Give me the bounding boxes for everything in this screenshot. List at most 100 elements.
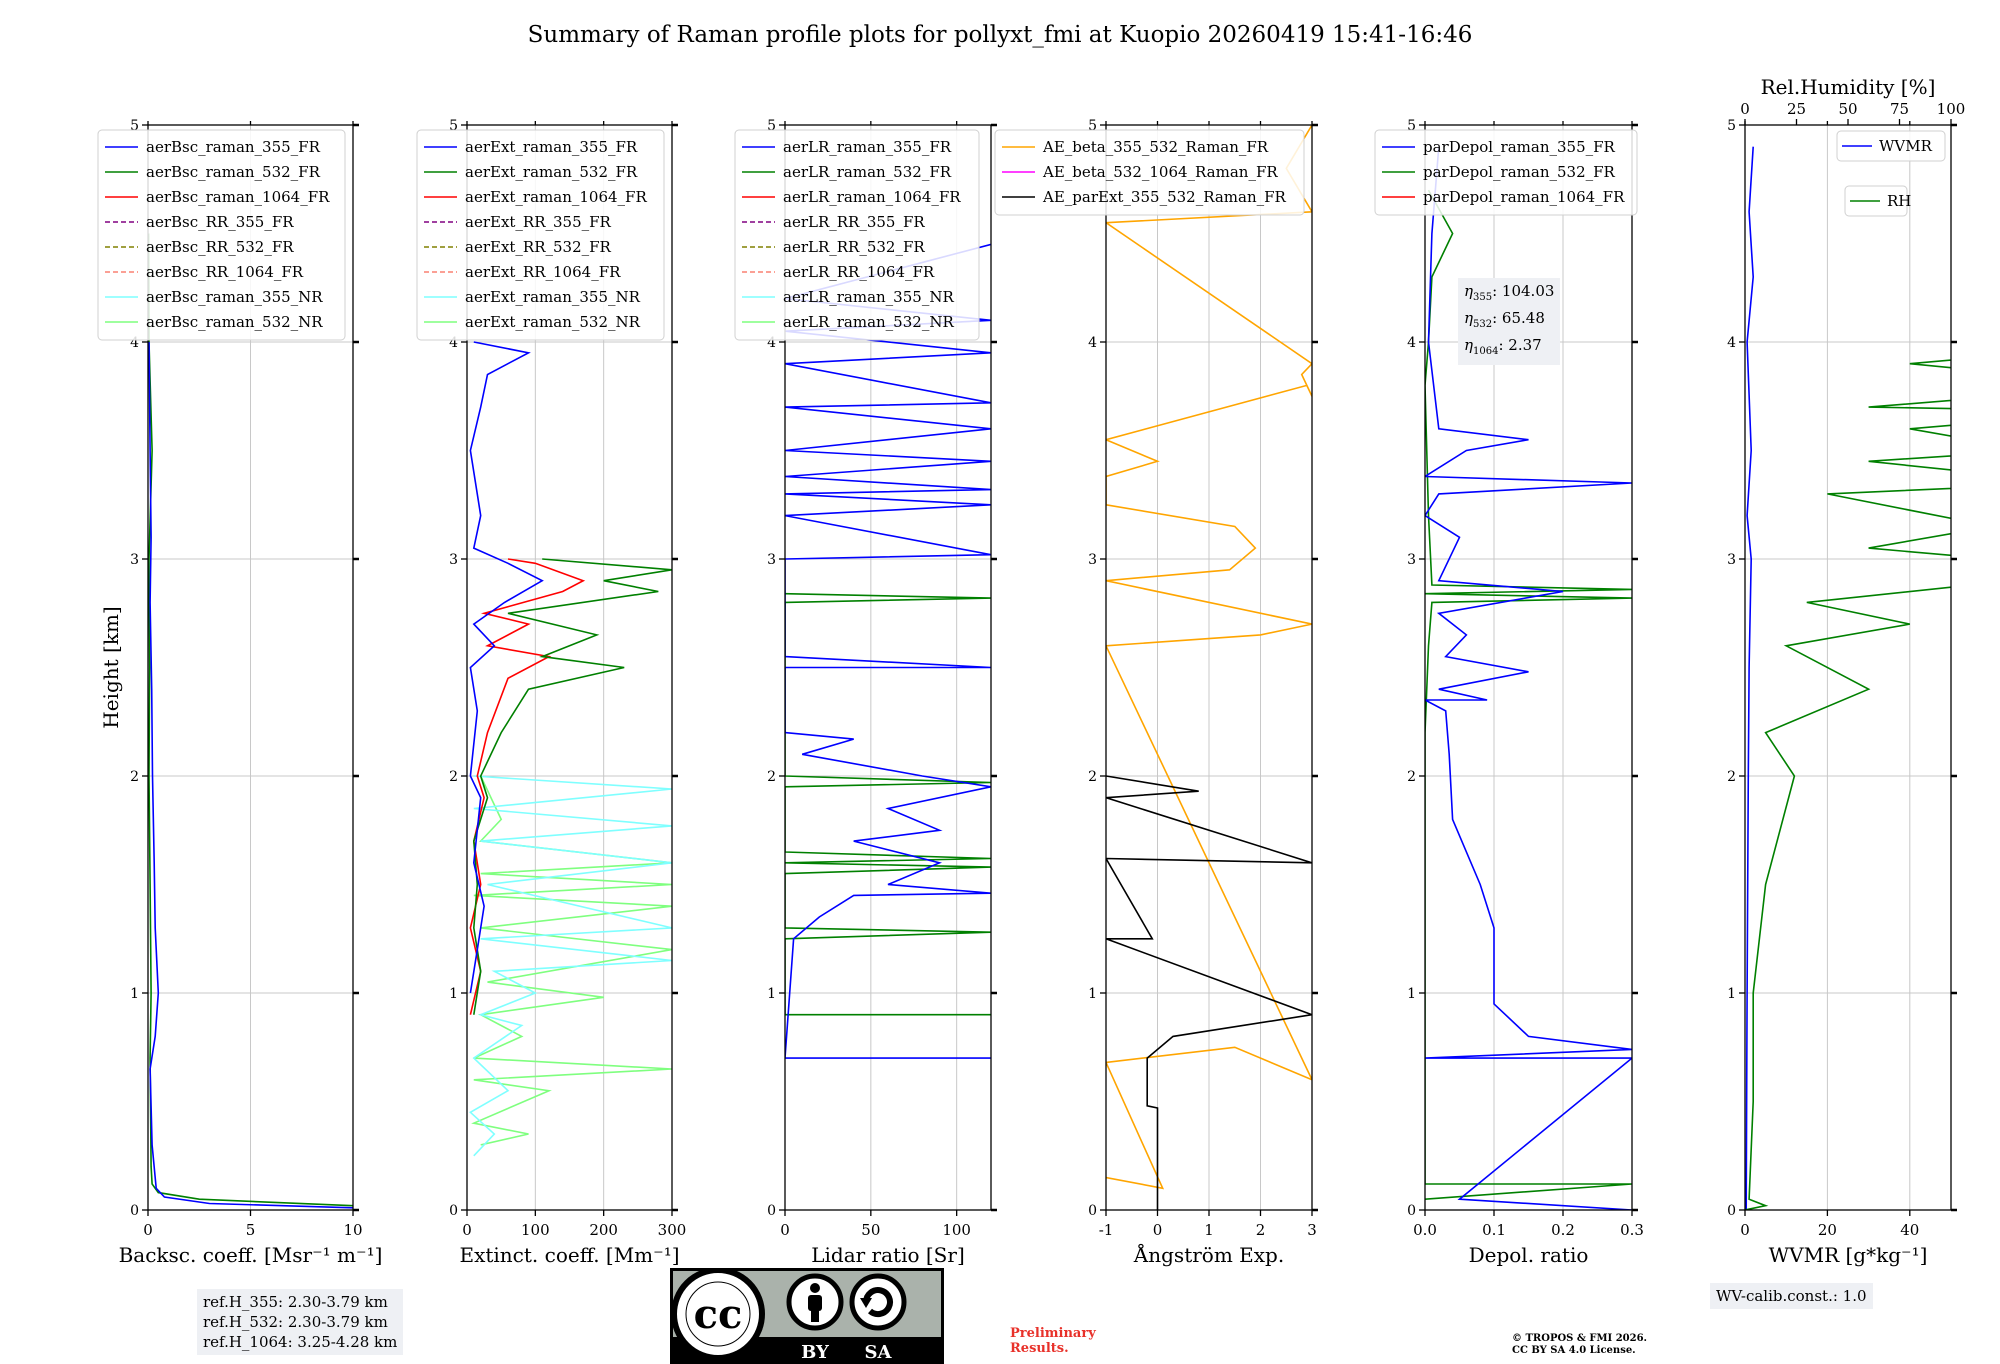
series-aerBsc_raman_532_FR <box>148 233 353 1207</box>
axes-frame <box>1744 124 1952 1211</box>
series-parDepol_raman_355_FR <box>1425 146 1632 1210</box>
x-tick-label: 10 <box>343 1221 362 1239</box>
x-tick-label: 3 <box>1307 1221 1317 1239</box>
y-tick-label: 0 <box>449 1203 458 1219</box>
y-tick-label: 5 <box>1727 118 1736 134</box>
x-tick-label: 40 <box>1900 1221 1919 1239</box>
x-axis-label: Extinct. coeff. [Mm⁻¹] <box>459 1243 679 1267</box>
legend-label: aerExt_raman_532_NR <box>465 313 641 331</box>
axes-frame <box>784 124 992 1211</box>
y-tick-label: 4 <box>130 335 139 351</box>
legend-label: aerBsc_raman_355_NR <box>146 288 323 306</box>
y-tick-label: 2 <box>1088 769 1097 785</box>
legend-label: aerBsc_raman_1064_FR <box>146 188 330 206</box>
x2-tick-label: 25 <box>1787 100 1806 118</box>
y-tick-label: 5 <box>767 118 776 134</box>
legend-box <box>97 129 346 341</box>
ref-height-1064: ref.H_1064: 3.25-4.28 km <box>203 1333 398 1351</box>
legend-label: aerLR_raman_355_NR <box>783 288 954 306</box>
legend-label: parDepol_raman_355_FR <box>1423 138 1616 156</box>
legend-label: aerBsc_raman_532_FR <box>146 163 321 181</box>
y-tick-label: 0 <box>1727 1203 1736 1219</box>
legend-label: aerBsc_RR_355_FR <box>146 213 294 231</box>
y-tick-label: 2 <box>449 769 458 785</box>
series-aerExt_raman_355_NR <box>469 775 672 1157</box>
legend-label: RH <box>1887 192 1911 210</box>
legend-label: aerLR_raman_532_NR <box>783 313 954 331</box>
y-tick-label: 3 <box>1407 552 1416 568</box>
panel-wv: 0 20 40 0 1 2 3 4 5 WVMR [g*kg⁻¹] 0 25 50 75 100Rel.Hu… <box>1727 75 1966 1267</box>
x-axis-label: WVMR [g*kg⁻¹] <box>1769 1243 1928 1267</box>
legend-label: aerLR_RR_355_FR <box>783 213 925 231</box>
series-AE_parExt_355_532_Raman_FR <box>1106 775 1312 1210</box>
figure-title: Summary of Raman profile plots for polly… <box>527 22 1473 48</box>
series-aerExt_raman_532_FR <box>472 558 672 1015</box>
y-tick-label: 2 <box>1727 769 1736 785</box>
y-tick-label: 2 <box>767 769 776 785</box>
x-tick-label: 1 <box>1204 1221 1214 1239</box>
wv-calib-info: WV-calib.const.: 1.0 <box>1710 1283 1873 1309</box>
ref-height-355: ref.H_355: 2.30-3.79 km <box>203 1293 388 1311</box>
legend-label: aerExt_RR_532_FR <box>465 238 612 256</box>
legend-label: aerBsc_RR_532_FR <box>146 238 294 256</box>
y-tick-label: 1 <box>767 986 776 1002</box>
y-tick-label: 3 <box>449 552 458 568</box>
y-tick-label: 1 <box>130 986 139 1002</box>
series-aerBsc_raman_355_FR <box>148 341 353 1209</box>
y-tick-label: 4 <box>1407 335 1416 351</box>
y-axis-label: Height [km] <box>99 606 123 728</box>
legend-label: AE_parExt_355_532_Raman_FR <box>1042 188 1287 206</box>
legend-label: aerExt_raman_355_FR <box>465 138 638 156</box>
axes-frame <box>466 124 673 1211</box>
y-tick-label: 2 <box>130 769 139 785</box>
x-tick-label: 0.3 <box>1620 1221 1644 1239</box>
axes-frame <box>1424 124 1633 1211</box>
y-tick-label: 4 <box>767 335 776 351</box>
panel-depol: 0.0 0.1 0.2 0.3 0 1 2 3 4 5 Depol. ratio parDepol_r… <box>1374 118 1644 1267</box>
x-tick-label: 0.1 <box>1482 1221 1506 1239</box>
y-tick-label: 3 <box>130 552 139 568</box>
eta-1064: 2.37 <box>1508 336 1542 354</box>
x-tick-label: 0 <box>1153 1221 1163 1239</box>
eta-info: η355: 104.03 η532: 65.48 η1064: 2.37 <box>1458 278 1561 365</box>
legend-label: AE_beta_355_532_Raman_FR <box>1042 138 1269 156</box>
y-tick-label: 4 <box>1088 335 1097 351</box>
series-aerExt_raman_532_NR <box>471 775 672 1146</box>
y-tick-label: 3 <box>767 552 776 568</box>
legend-box <box>416 129 665 341</box>
x-tick-label: 100 <box>942 1221 971 1239</box>
legend-label: aerBsc_RR_1064_FR <box>146 263 304 281</box>
by-person-icon <box>786 1273 844 1331</box>
legend-label: aerLR_raman_1064_FR <box>783 188 961 206</box>
legend-box <box>1836 130 1946 162</box>
x2-tick-label: 100 <box>1937 100 1966 118</box>
cc-logo-text: cc <box>694 1291 743 1338</box>
x-tick-label: -1 <box>1099 1221 1114 1239</box>
legend-label: aerLR_raman_532_FR <box>783 163 952 181</box>
y-tick-label: 1 <box>449 986 458 1002</box>
series-aerLR_raman_532_FR <box>785 592 991 1016</box>
x-tick-label: 0.2 <box>1551 1221 1575 1239</box>
legend-label: aerLR_RR_1064_FR <box>783 263 935 281</box>
panel-ext: 0 100 200 300 0 1 2 3 4 5 Extinct. coeff. [Mm⁻¹] ae… <box>416 118 686 1267</box>
x-axis-label: Ångström Exp. <box>1133 1242 1284 1267</box>
legend-label: parDepol_raman_1064_FR <box>1423 188 1625 206</box>
x-tick-label: 0 <box>780 1221 790 1239</box>
x2-tick-label: 75 <box>1890 100 1909 118</box>
y-tick-label: 1 <box>1727 986 1736 1002</box>
legend-label: aerExt_raman_355_NR <box>465 288 641 306</box>
x-tick-label: 200 <box>589 1221 618 1239</box>
y-tick-label: 0 <box>1407 1203 1416 1219</box>
x-axis-label: Lidar ratio [Sr] <box>811 1243 965 1267</box>
y-tick-label: 2 <box>1407 769 1416 785</box>
y-tick-label: 0 <box>767 1203 776 1219</box>
cc-by-label: BY <box>801 1342 830 1363</box>
x-tick-label: 0 <box>143 1221 153 1239</box>
legend-box <box>994 129 1305 216</box>
eta-355: 104.03 <box>1501 282 1555 300</box>
y-tick-label: 0 <box>1088 1203 1097 1219</box>
y-tick-label: 0 <box>130 1203 139 1219</box>
legend-label: WVMR <box>1879 137 1933 155</box>
